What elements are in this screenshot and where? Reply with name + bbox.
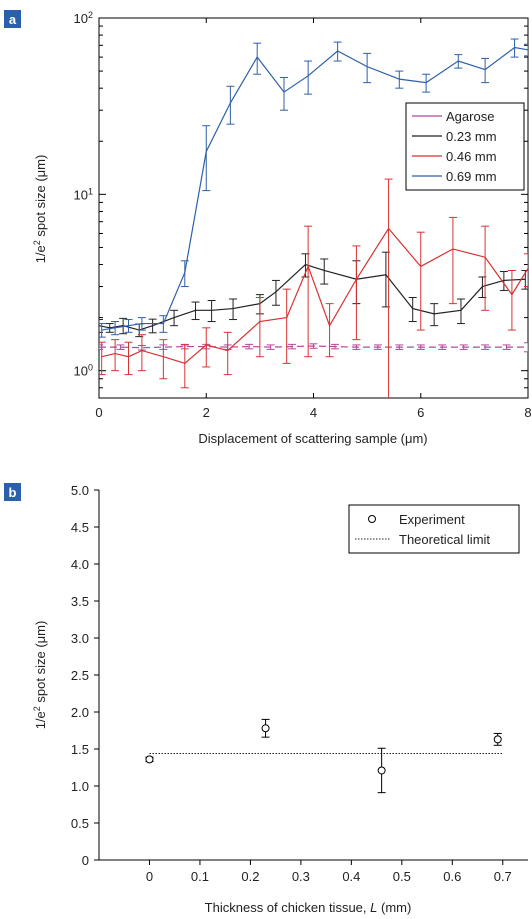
- y-tick-label: 102: [74, 10, 93, 26]
- data-point: [261, 724, 270, 733]
- data-point: [493, 735, 502, 744]
- x-tick-label: 4: [310, 405, 317, 420]
- legend-label: Agarose: [446, 109, 494, 124]
- panel-b-label: b: [9, 485, 17, 500]
- legend-marker: [368, 515, 376, 523]
- panel-b-plot-area: 0 0.1 0.2 0.3 0.4 0.5 0.6 0.7 0 0.5 1.0 1.5 2.0 2.5 3.…: [71, 483, 528, 884]
- legend-box: [348, 504, 520, 554]
- y-tick-label: 0: [82, 853, 89, 868]
- panel-a-label-box: [4, 10, 21, 28]
- series-line: [101, 227, 528, 365]
- panel-a-y-axis-label: 1/e2 spot size (μm): [32, 155, 48, 264]
- x-tick-label: 0.1: [191, 869, 209, 884]
- x-tick-label: 8: [524, 405, 531, 420]
- x-tick-label: 0: [95, 405, 102, 420]
- legend-label: 0.69 mm: [446, 169, 497, 184]
- panel-b: b 1/e2 spot size (μm) Thickness of chick…: [4, 483, 528, 915]
- x-tick-label: 0.5: [393, 869, 411, 884]
- x-tick-label: 0.3: [292, 869, 310, 884]
- panel-b-y-axis-label: 1/e2 spot size (μm): [32, 621, 48, 730]
- panel-a-x-axis-label: Displacement of scattering sample (μm): [198, 431, 427, 446]
- legend-label: Experiment: [399, 512, 465, 527]
- panel-b-legend: Experiment Theoretical limit: [348, 504, 520, 554]
- series-agarose: [99, 342, 528, 353]
- y-tick-label: 100: [74, 363, 93, 379]
- panel-a-label: a: [9, 12, 17, 27]
- series-0-69-mm: [99, 38, 528, 338]
- panel-b-label-box: [4, 483, 21, 501]
- data-point: [145, 755, 154, 764]
- panel-a-legend: Agarose 0.23 mm 0.46 mm 0.69 mm: [405, 102, 525, 191]
- x-tick-label: 0.7: [494, 869, 512, 884]
- y-tick-label: 0.5: [71, 816, 89, 831]
- x-tick-label: 2: [203, 405, 210, 420]
- y-tick-label: 4.5: [71, 520, 89, 535]
- panel-a-series: [99, 38, 528, 398]
- series-0-46-mm: [99, 178, 528, 398]
- y-tick-label: 4.0: [71, 557, 89, 572]
- y-tick-label: 5.0: [71, 483, 89, 498]
- y-tick-label: 2.5: [71, 668, 89, 683]
- panel-a: a 1/e2 spot size (μm) Displacement of sc…: [4, 10, 532, 446]
- legend-label: 0.23 mm: [446, 129, 497, 144]
- legend-label: Theoretical limit: [399, 532, 490, 547]
- x-tick-label: 0: [146, 869, 153, 884]
- data-point: [377, 766, 386, 775]
- y-tick-label: 1.0: [71, 779, 89, 794]
- y-tick-label: 3.5: [71, 594, 89, 609]
- y-tick-label: 2.0: [71, 705, 89, 720]
- legend-label: 0.46 mm: [446, 149, 497, 164]
- y-tick-label: 3.0: [71, 631, 89, 646]
- x-tick-label: 0.4: [342, 869, 360, 884]
- y-tick-label: 1.5: [71, 742, 89, 757]
- x-tick-label: 0.6: [443, 869, 461, 884]
- y-tick-label: 101: [74, 186, 93, 202]
- panel-a-plot-area: 0 2 4 6 8 100 101 102 Agarose 0.23 mm 0.46 mm 0.69 …: [74, 10, 532, 420]
- panel-b-x-axis-label: Thickness of chicken tissue, L (mm): [205, 900, 412, 915]
- x-tick-label: 6: [417, 405, 424, 420]
- x-tick-label: 0.2: [241, 869, 259, 884]
